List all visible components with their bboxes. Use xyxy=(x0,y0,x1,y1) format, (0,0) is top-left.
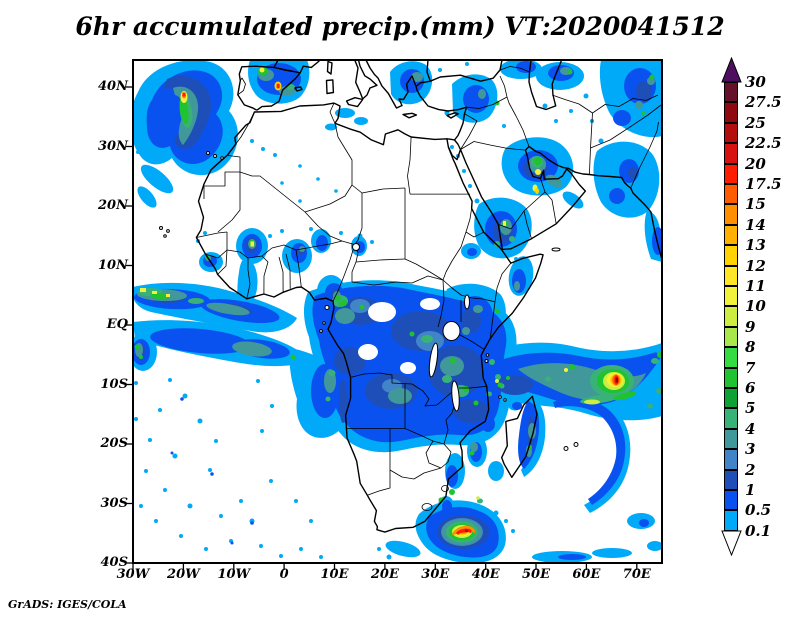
lon-tick-label: 70E xyxy=(622,567,651,582)
colorbar-tick-label: 10 xyxy=(745,297,766,316)
lon-tick-label: 20W xyxy=(167,567,200,582)
colorbar-tick-label: 11 xyxy=(745,277,766,295)
lat-tick-label: 10S xyxy=(100,376,128,392)
lat-tick-label: 20N xyxy=(98,198,128,213)
colorbar-tick-label: 30 xyxy=(745,73,766,91)
colorbar-box xyxy=(724,510,738,531)
colorbar-tick-label: 6 xyxy=(745,379,756,397)
colorbar-box xyxy=(724,286,738,307)
lat-tick-label: 20S xyxy=(100,436,128,451)
colorbar-box xyxy=(724,265,738,286)
colorbar-tick-label: 13 xyxy=(745,236,766,255)
lon-tick-label: 30W xyxy=(116,567,150,582)
colorbar-tick-label: 25 xyxy=(745,113,766,132)
colorbar-box xyxy=(724,184,738,205)
colorbar-tick-label: 15 xyxy=(745,195,766,214)
colorbar-tick-label: 0.5 xyxy=(745,501,772,520)
colorbar-box xyxy=(724,367,738,388)
island-layer xyxy=(159,151,579,451)
lat-tick-label: 40N xyxy=(98,79,128,94)
colorbar-tick-label: 20 xyxy=(745,154,766,173)
colorbar-box xyxy=(724,347,738,368)
lat-tick-label: 40S xyxy=(100,555,128,570)
colorbar-box xyxy=(724,449,738,470)
colorbar-tick-label: 5 xyxy=(745,399,756,418)
colorbar-box xyxy=(724,224,738,246)
colorbar-box xyxy=(724,163,738,184)
colorbar-tick-label: 14 xyxy=(745,215,766,234)
precip-layer xyxy=(133,60,662,563)
colorbar-box xyxy=(724,428,738,450)
colorbar-box xyxy=(724,245,738,266)
colorbar-tick-label: 27.5 xyxy=(745,93,782,112)
lon-tick-label: 0 xyxy=(279,567,289,582)
colorbar-box xyxy=(724,204,738,225)
colorbar-tick-label: 2 xyxy=(745,460,756,479)
lon-tick-label: 20E xyxy=(370,567,399,582)
colorbar-over-arrow xyxy=(721,57,742,83)
colorbar-box xyxy=(724,82,738,103)
colorbar-tick-label: 3 xyxy=(745,440,756,459)
lon-tick-label: 60E xyxy=(572,567,601,582)
lat-tick-label: 30S xyxy=(100,495,128,511)
lon-tick-label: 30E xyxy=(421,567,450,582)
colorbar-tick-label: 1 xyxy=(745,481,756,499)
lon-tick-label: 10E xyxy=(320,567,349,582)
colorbar-box xyxy=(724,326,738,348)
colorbar-box xyxy=(724,490,738,511)
colorbar-tick-label: 17.5 xyxy=(745,175,782,193)
lon-tick-label: 50E xyxy=(522,567,550,582)
colorbar-box xyxy=(724,102,738,123)
lat-tick-label: 30N xyxy=(98,138,128,154)
grads-credit-label: GrADS: IGES/COLA xyxy=(8,598,127,611)
lake-layer xyxy=(352,243,470,412)
lat-tick-label: 10N xyxy=(98,257,128,273)
lon-tick-label: 10W xyxy=(217,567,251,582)
lat-tick-label: EQ xyxy=(106,317,128,332)
colorbar-box xyxy=(724,122,738,144)
colorbar-tick-label: 8 xyxy=(745,338,756,357)
colorbar-tick-label: 0.1 xyxy=(745,521,772,540)
map-frame xyxy=(132,59,663,564)
colorbar-box xyxy=(724,388,738,409)
colorbar-tick-label: 22.5 xyxy=(745,134,782,153)
colorbar-box xyxy=(724,408,738,429)
colorbar-box xyxy=(724,306,738,327)
lon-tick-label: 40E xyxy=(471,567,500,582)
border-layer xyxy=(196,66,662,511)
colorbar-under-arrow xyxy=(721,530,742,556)
colorbar-box xyxy=(724,469,738,490)
coastline-layer xyxy=(195,60,662,533)
colorbar-tick-label: 12 xyxy=(745,256,766,275)
page-title: 6hr accumulated precip.(mm) VT:202004151… xyxy=(75,12,725,41)
colorbar-tick-label: 9 xyxy=(745,317,756,336)
colorbar-tick-label: 7 xyxy=(745,358,756,377)
colorbar-tick-label: 4 xyxy=(745,419,756,438)
axis-ticks xyxy=(126,86,638,570)
colorbar-box xyxy=(724,143,738,164)
